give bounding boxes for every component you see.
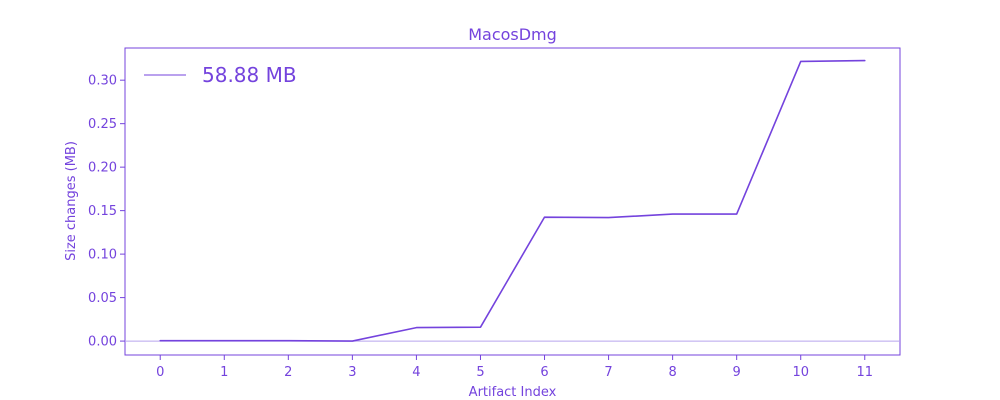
y-tick-label: 0.20 bbox=[88, 161, 117, 176]
chart-title: MacosDmg bbox=[468, 25, 557, 44]
x-tick-label: 7 bbox=[604, 365, 612, 380]
y-tick-label: 0.10 bbox=[88, 248, 117, 263]
x-tick-label: 10 bbox=[792, 365, 809, 380]
y-tick-label: 0.25 bbox=[88, 117, 117, 132]
y-tick-label: 0.15 bbox=[88, 204, 117, 219]
x-tick-label: 9 bbox=[733, 365, 741, 380]
legend-label: 58.88 MB bbox=[202, 63, 297, 87]
x-tick-label: 2 bbox=[284, 365, 292, 380]
x-tick-label: 5 bbox=[476, 365, 484, 380]
y-tick-label: 0.30 bbox=[88, 74, 117, 89]
y-tick-label: 0.00 bbox=[88, 335, 117, 350]
series-line bbox=[159, 59, 866, 342]
x-tick-label: 1 bbox=[220, 365, 228, 380]
x-tick-label: 3 bbox=[348, 365, 356, 380]
y-axis: 0.00 0.05 0.10 0.15 0.20 0.25 0.30 bbox=[88, 74, 125, 350]
x-tick-label: 4 bbox=[412, 365, 420, 380]
x-axis: 0 1 2 3 4 5 6 7 8 9 10 11 bbox=[156, 355, 873, 380]
y-axis-label: Size changes (MB) bbox=[64, 141, 79, 261]
series-layer bbox=[159, 59, 866, 342]
x-tick-label: 8 bbox=[668, 365, 676, 380]
y-tick-label: 0.05 bbox=[88, 291, 117, 306]
x-tick-label: 6 bbox=[540, 365, 548, 380]
x-tick-label: 0 bbox=[156, 365, 164, 380]
legend: 58.88 MB bbox=[144, 63, 297, 87]
x-tick-label: 11 bbox=[856, 365, 873, 380]
x-axis-label: Artifact Index bbox=[469, 385, 557, 400]
plot-area-frame bbox=[124, 47, 901, 356]
